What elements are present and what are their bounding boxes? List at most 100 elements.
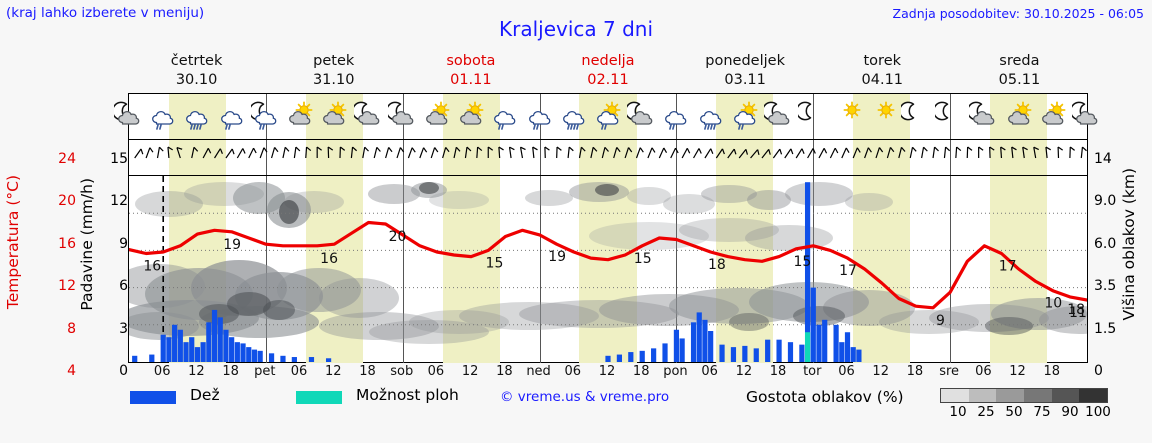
day-name: sreda xyxy=(999,53,1040,69)
legend: Dež Možnost ploh © vreme.us & vreme.pro … xyxy=(130,386,1140,428)
day-date: 02.11 xyxy=(587,72,629,88)
cloud-blob xyxy=(745,225,833,251)
density-swatch xyxy=(1024,389,1052,402)
weather-icon-moon-cloud xyxy=(387,101,418,131)
precipitation-axis-title: Padavine (mm/h) xyxy=(78,178,96,311)
axis-tick: 9 xyxy=(119,235,128,252)
rain-bar xyxy=(200,342,206,362)
cloud-blob xyxy=(823,290,915,326)
cloud-blob xyxy=(409,310,509,334)
time-tick: 18 xyxy=(359,364,376,379)
cloud-blob xyxy=(419,182,439,194)
weather-icon-cloud-rain-heavy xyxy=(559,101,589,131)
temperature-label: 20 xyxy=(389,229,407,245)
time-tick: 06 xyxy=(153,364,171,379)
rain-bar xyxy=(833,324,839,362)
wind-barbs xyxy=(134,146,1087,159)
density-tick: 90 xyxy=(1061,404,1079,420)
copyright-text[interactable]: © vreme.us & vreme.pro xyxy=(500,389,670,405)
rain-bar xyxy=(194,347,201,362)
time-tick: 06 xyxy=(290,364,308,379)
cloud-blob xyxy=(879,310,979,334)
cloud-density-legend-label: Gostota oblakov (%) xyxy=(746,388,904,406)
rain-bar xyxy=(662,343,668,362)
time-tick: 12 xyxy=(188,364,205,379)
cloud-blob xyxy=(793,306,845,326)
rain-bar xyxy=(708,331,714,362)
rain-bar xyxy=(308,357,315,362)
rain-bar xyxy=(251,349,258,362)
cloud-blob xyxy=(1039,306,1087,334)
cloud-blob xyxy=(227,292,271,316)
cloud-blob xyxy=(277,268,361,312)
rain-bar xyxy=(234,342,240,362)
daylight-band xyxy=(716,140,774,175)
axis-tick: 14 xyxy=(1094,151,1112,167)
cloud-temperature-precipitation-panel: 16 19 16 20 15 19 15 18 15 17 9 17 10 18 11 xyxy=(129,176,1087,363)
day-name: petek xyxy=(313,53,355,69)
rain-bar xyxy=(616,354,623,362)
day-header-4: nedelja 02.11 xyxy=(539,52,676,92)
day-separator xyxy=(950,140,952,175)
rain-bar xyxy=(702,319,708,362)
cloud-blob xyxy=(459,302,599,330)
weather-icon-sun-cloud xyxy=(1004,101,1034,131)
day-separator xyxy=(813,94,815,139)
location-menu-hint[interactable]: (kraj lahko izberete v meniju) xyxy=(6,5,205,21)
weather-icon-sun-cloud xyxy=(456,101,486,131)
weather-icon-moon-cloud xyxy=(353,101,384,131)
time-axis: 06 12 18 pet 06 12 18 sob 06 12 18 ned 06 12 18 pon 06 12… xyxy=(128,364,1088,382)
temperature-label: 15 xyxy=(486,255,504,271)
axis-tick: 12 xyxy=(58,278,76,295)
cloud-blob xyxy=(729,313,769,331)
axis-tick: 8 xyxy=(67,320,76,337)
day-separator xyxy=(402,140,404,175)
rain-bar xyxy=(776,339,782,362)
axis-tick: 4 xyxy=(67,363,76,379)
cloud-blob xyxy=(279,200,299,224)
temperature-axis-title: Temperatura (°C) xyxy=(4,175,22,310)
temperature-label: 18 xyxy=(708,257,726,273)
rain-bar xyxy=(799,344,805,362)
day-header-3: sobota 01.11 xyxy=(402,52,539,92)
day-name: sobota xyxy=(446,53,496,69)
time-tick: 18 xyxy=(1043,364,1061,379)
cloud-blob xyxy=(991,298,1087,330)
day-header-7: sreda 05.11 xyxy=(951,52,1088,92)
cloud-blob xyxy=(595,184,619,196)
cloud-blob xyxy=(519,300,679,328)
rain-bar xyxy=(211,309,218,362)
day-date: 31.10 xyxy=(312,72,355,88)
page-title: Kraljevica 7 dni xyxy=(498,17,654,41)
time-tick: sre xyxy=(939,364,960,379)
temperature-label: 17 xyxy=(999,259,1017,275)
rain-bar xyxy=(268,353,275,362)
day-name: četrtek xyxy=(170,53,223,69)
weather-icon-moon-cloud-rain xyxy=(250,101,281,131)
time-tick: 18 xyxy=(769,364,787,379)
rain-legend-swatch xyxy=(130,391,176,404)
rain-bar xyxy=(651,348,657,362)
cloud-height-axis-ticks: 14 9.0 6.0 3.5 1.5 0 xyxy=(1094,151,1134,379)
rain-bar xyxy=(850,347,856,362)
rain-bar xyxy=(223,329,229,362)
time-tick: 18 xyxy=(906,364,924,379)
cloud-density-tick-labels: 10 25 50 75 90 100 xyxy=(930,404,1125,420)
daylight-band xyxy=(853,140,911,175)
weather-icon-moon xyxy=(935,101,965,131)
day-header-5: ponedeljek 03.11 xyxy=(677,52,814,92)
rain-bar xyxy=(822,319,828,362)
weather-icon-cloud-rain-light xyxy=(490,101,520,131)
meteogram-plot[interactable]: 16 19 16 20 15 19 15 18 15 17 9 17 10 18 11 xyxy=(114,93,1098,363)
day-date: 05.11 xyxy=(998,72,1041,88)
density-swatch xyxy=(968,389,997,402)
rain-bar xyxy=(217,317,223,362)
time-tick: 18 xyxy=(496,364,513,379)
day-header-6: torek 04.11 xyxy=(814,52,951,92)
time-tick: sob xyxy=(390,364,414,379)
time-tick: ned xyxy=(526,364,551,379)
shower-bar xyxy=(804,332,811,362)
cloud-blob xyxy=(985,317,1033,335)
rain-bar xyxy=(166,337,172,362)
